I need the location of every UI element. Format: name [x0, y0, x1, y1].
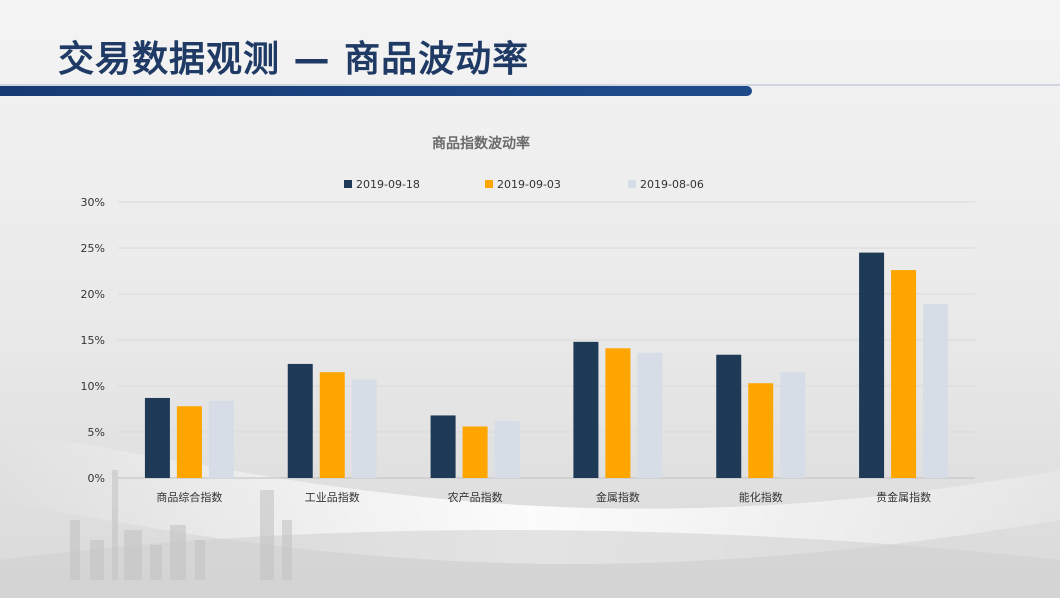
bar-3 — [923, 304, 949, 478]
bar-1 — [287, 363, 313, 478]
bar-3 — [494, 420, 520, 478]
bar-2 — [462, 426, 488, 478]
legend-label: 2019-09-18 — [356, 178, 420, 191]
bar-3 — [208, 400, 234, 478]
x-tick-label: 贵金属指数 — [876, 490, 931, 504]
x-tick-label: 能化指数 — [739, 490, 783, 504]
bar-1 — [144, 397, 170, 478]
bar-2 — [319, 372, 345, 478]
gridlines — [118, 201, 975, 479]
bar-1 — [573, 341, 599, 478]
bar-3 — [351, 379, 377, 478]
page-title: 交易数据观测 — 商品波动率 — [58, 39, 530, 80]
bar-1 — [716, 354, 742, 478]
header-divider — [0, 84, 1060, 86]
bar-3 — [780, 372, 806, 478]
bar-3 — [637, 352, 663, 478]
y-tick-label: 25% — [81, 242, 105, 255]
x-tick-label: 工业品指数 — [305, 490, 360, 504]
chart-title: 商品指数波动率 — [432, 135, 530, 152]
y-tick-label: 30% — [81, 196, 105, 209]
y-axis-ticks: 0% 5% 10% 15% 20% 25% 30% — [81, 196, 105, 485]
y-tick-label: 0% — [88, 472, 105, 485]
x-tick-label: 商品综合指数 — [156, 490, 222, 504]
legend-swatch — [485, 180, 493, 188]
x-tick-label: 农产品指数 — [448, 490, 503, 504]
y-tick-label: 5% — [88, 426, 105, 439]
bar-2 — [748, 383, 774, 478]
legend-label: 2019-08-06 — [640, 178, 704, 191]
legend-swatch — [344, 180, 352, 188]
legend-swatch — [628, 180, 636, 188]
x-axis-ticks: 商品综合指数 工业品指数 农产品指数 金属指数 能化指数 贵金属指数 — [156, 490, 931, 504]
bar-1 — [859, 252, 885, 478]
bars — [144, 252, 949, 478]
bar-2 — [891, 270, 917, 478]
legend: 2019-09-18 2019-09-03 2019-08-06 — [344, 178, 704, 191]
legend-label: 2019-09-03 — [497, 178, 561, 191]
y-tick-label: 20% — [81, 288, 105, 301]
y-tick-label: 10% — [81, 380, 105, 393]
title-accent-bar — [0, 86, 752, 96]
x-tick-label: 金属指数 — [596, 490, 640, 504]
bar-2 — [176, 406, 202, 478]
bar-1 — [430, 415, 456, 478]
y-tick-label: 15% — [81, 334, 105, 347]
bar-2 — [605, 348, 631, 478]
